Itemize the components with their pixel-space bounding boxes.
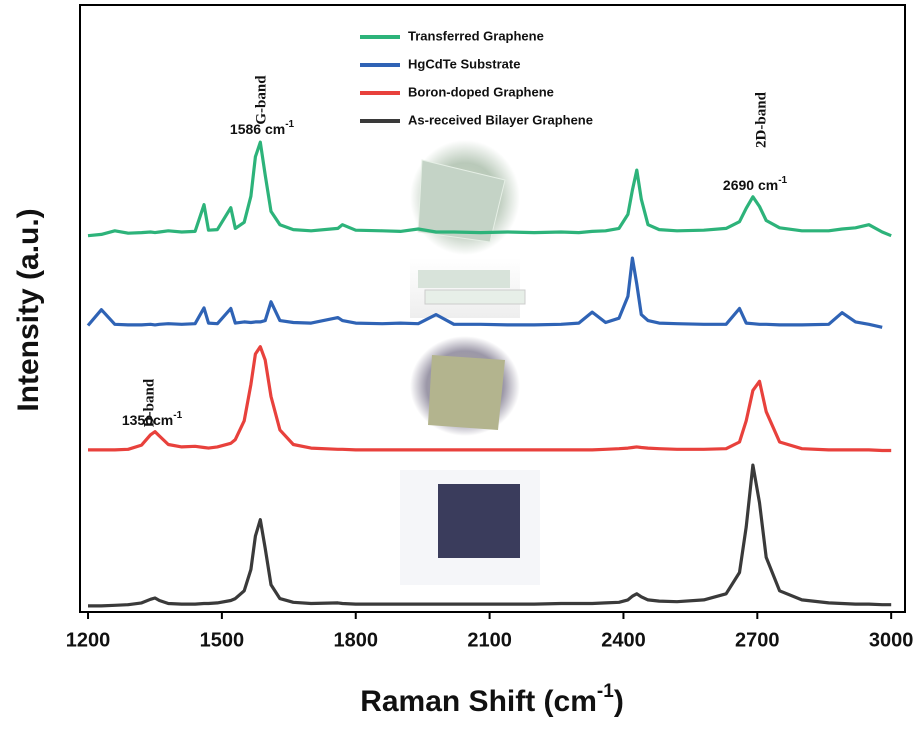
x-tick-label: 1800: [333, 629, 378, 651]
legend-label: As-received Bilayer Graphene: [408, 112, 593, 127]
x-tick-label: 3000: [869, 629, 914, 651]
x-tick-label: 2100: [467, 629, 512, 651]
annotation: 2690 cm-1: [723, 175, 788, 193]
annotation-sup: -1: [778, 175, 787, 186]
annotation-text: 1586 cm: [230, 121, 285, 137]
annotation-sup: -1: [285, 119, 294, 130]
annotation-text: 1350cm: [122, 412, 173, 428]
annotation: 1586 cm-1: [230, 119, 295, 137]
x-axis-label-sup: -1: [597, 681, 614, 702]
x-tick-label: 2700: [735, 629, 780, 651]
annotation: 2D-band: [753, 91, 769, 148]
legend-label: Boron-doped Graphene: [408, 84, 554, 99]
legend-label: Transferred Graphene: [408, 28, 544, 43]
annotation: G-band: [253, 75, 269, 125]
x-tick-label: 1200: [66, 629, 111, 651]
annotation: 1350cm-1: [122, 410, 183, 428]
photos: [400, 140, 540, 585]
annotation-sup: -1: [173, 410, 182, 421]
x-tick-label: 2400: [601, 629, 646, 651]
annotation-text: 2690 cm: [723, 177, 778, 193]
x-axis-label-text: Raman Shift (cm: [360, 685, 597, 718]
x-axis-label: Raman Shift (cm-1): [360, 681, 624, 718]
chart: Intensity (a.u.) Raman Shift (cm-1) 1200…: [0, 0, 922, 732]
x-tick-label: 1500: [200, 629, 245, 651]
legend-label: HgCdTe Substrate: [408, 56, 520, 71]
y-axis-label: Intensity (a.u.): [12, 208, 45, 411]
x-axis-label-tail: ): [614, 685, 624, 718]
